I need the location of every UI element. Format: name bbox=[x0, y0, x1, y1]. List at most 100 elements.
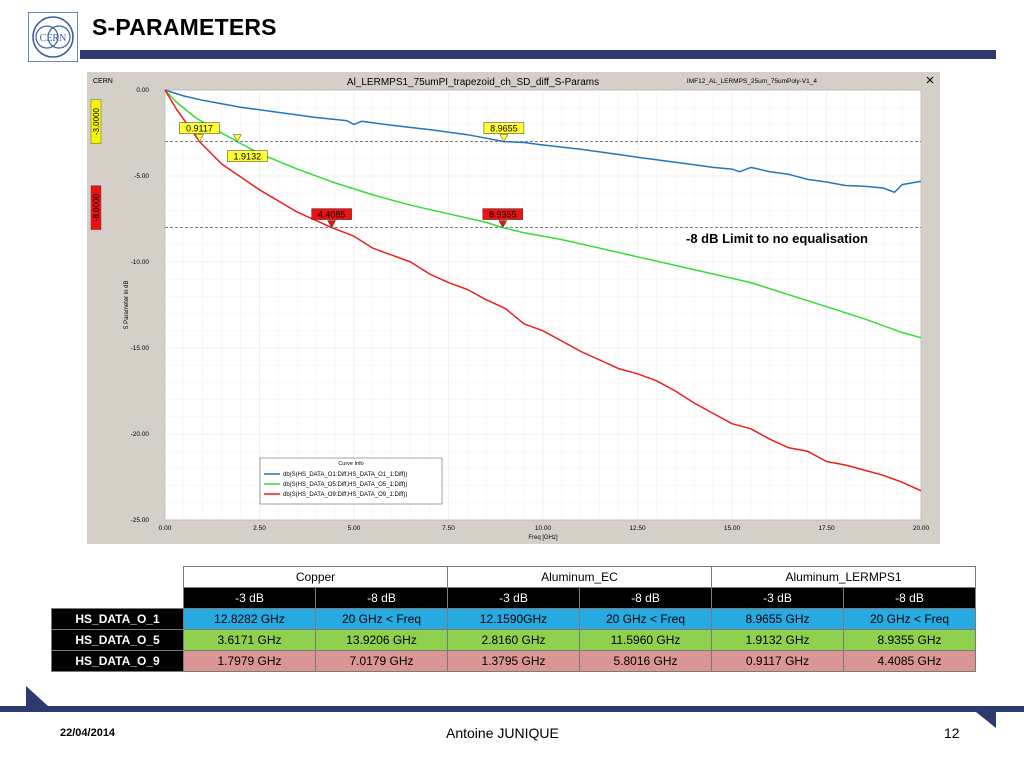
footer-accent-right bbox=[976, 712, 996, 728]
marker-label: 8.9355 bbox=[489, 210, 517, 220]
title-underline-bar bbox=[80, 50, 996, 59]
chart-corner-label: CERN bbox=[93, 78, 113, 85]
marker-label: 0.9117 bbox=[186, 124, 213, 134]
table-row: HS_DATA_O_1 12.8282 GHz 20 GHz < Freq 12… bbox=[51, 608, 976, 630]
chart-subtitle: IMF12_AL_LERMPS_25um_75umPoly-V1_4 bbox=[687, 78, 817, 85]
table-cell: 11.5960 GHz bbox=[579, 629, 712, 651]
reference-tag-label: -3.0000 bbox=[92, 107, 101, 135]
marker-arrow bbox=[499, 134, 509, 143]
marker-label: 1.9132 bbox=[234, 152, 262, 162]
x-tick-label: 10.00 bbox=[535, 525, 552, 532]
subheader: -3 dB bbox=[183, 587, 316, 609]
table-cell: 12.1590GHz bbox=[447, 608, 580, 630]
reference-tag-label: -8.0000 bbox=[92, 193, 101, 221]
y-tick-label: -5.00 bbox=[134, 173, 149, 180]
subheader: -8 dB bbox=[843, 587, 976, 609]
results-table: Copper Aluminum_EC Aluminum_LERMPS1 -3 d… bbox=[51, 566, 976, 672]
table-cell: 12.8282 GHz bbox=[183, 608, 316, 630]
marker-arrow bbox=[232, 134, 242, 143]
s-parameter-chart: CERN Al_LERMPS1_75umPI_trapezoid_ch_SD_d… bbox=[87, 72, 940, 544]
footer-accent-left bbox=[26, 686, 48, 706]
y-axis-label: S Parameter in dB bbox=[124, 280, 130, 329]
footer-author: Antoine JUNIQUE bbox=[446, 725, 559, 741]
row-label: HS_DATA_O_5 bbox=[51, 629, 184, 651]
table-cell: 20 GHz < Freq bbox=[315, 608, 448, 630]
legend-box bbox=[259, 457, 443, 505]
marker-label-box bbox=[179, 122, 220, 134]
series-line bbox=[164, 89, 922, 194]
legend-entry: db(S(HS_DATA_O1:Diff,HS_DATA_O1_1:Diff)) bbox=[283, 472, 407, 478]
x-tick-label: 17.50 bbox=[818, 525, 835, 532]
y-tick-label: 0.00 bbox=[136, 87, 149, 94]
table-subheader-row: -3 dB -8 dB -3 dB -8 dB -3 dB -8 dB bbox=[52, 587, 976, 609]
y-tick-label: -15.00 bbox=[131, 345, 150, 352]
reference-lines: -3.0000 -8.0000 bbox=[90, 99, 921, 230]
logo-text: CERN bbox=[40, 33, 67, 44]
table-cell: 8.9655 GHz bbox=[711, 608, 844, 630]
x-axis-label: Freq [GHz] bbox=[528, 535, 558, 541]
marker-label-box bbox=[482, 208, 524, 220]
legend-entry: db(S(HS_DATA_O5:Diff,HS_DATA_O5_1:Diff)) bbox=[283, 482, 407, 488]
table-corner-blank bbox=[52, 588, 184, 609]
legend-title: Curve Info bbox=[338, 461, 363, 467]
marker-arrow bbox=[195, 134, 204, 143]
table-row: HS_DATA_O_9 1.7979 GHz 7.0179 GHz 1.3795… bbox=[51, 650, 976, 672]
x-tick-label: 5.00 bbox=[348, 525, 361, 532]
marker-label-box bbox=[227, 150, 268, 162]
footer-date: 22/04/2014 bbox=[60, 727, 116, 739]
table-cell: 13.9206 GHz bbox=[315, 629, 448, 651]
reference-tag-box bbox=[90, 99, 102, 144]
y-tick-label: -20.00 bbox=[131, 431, 150, 438]
x-tick-label: 12.50 bbox=[629, 525, 646, 532]
legend-entry: db(S(HS_DATA_O9:Diff,HS_DATA_O9_1:Diff)) bbox=[283, 492, 407, 498]
x-tick-label: 2.50 bbox=[253, 525, 266, 532]
group-header-aluminum-ec: Aluminum_EC bbox=[447, 566, 712, 588]
x-tick-label: 7.50 bbox=[442, 525, 455, 532]
chart-close-icon[interactable] bbox=[926, 76, 934, 84]
y-tick-label: -25.00 bbox=[131, 517, 150, 524]
table-corner-blank bbox=[52, 567, 184, 588]
table-cell: 1.9132 GHz bbox=[711, 629, 844, 651]
table-cell: 5.8016 GHz bbox=[579, 650, 712, 672]
table-cell: 7.0179 GHz bbox=[315, 650, 448, 672]
subheader: -8 dB bbox=[315, 587, 448, 609]
table-row: HS_DATA_O_5 3.6171 GHz 13.9206 GHz 2.816… bbox=[51, 629, 976, 651]
x-tick-label: 0.00 bbox=[159, 525, 172, 532]
table-cell: 1.3795 GHz bbox=[447, 650, 580, 672]
cern-logo: CERN bbox=[28, 12, 78, 62]
markers: 0.9117 8.9655 1.9132 4.4085 8.9355 bbox=[179, 122, 525, 229]
chart-title: Al_LERMPS1_75umPI_trapezoid_ch_SD_diff_S… bbox=[347, 77, 599, 88]
table-group-header-row: Copper Aluminum_EC Aluminum_LERMPS1 bbox=[52, 566, 976, 588]
group-header-copper: Copper bbox=[183, 566, 448, 588]
x-tick-label: 15.00 bbox=[724, 525, 741, 532]
series-line bbox=[164, 89, 922, 492]
row-label: HS_DATA_O_1 bbox=[51, 608, 184, 630]
row-label: HS_DATA_O_9 bbox=[51, 650, 184, 672]
subheader: -3 dB bbox=[447, 587, 580, 609]
subheader: -8 dB bbox=[579, 587, 712, 609]
marker-arrow bbox=[498, 220, 508, 229]
tick-labels: 0.00 2.50 5.00 7.50 10.00 12.50 15.00 17.50 20.0… bbox=[131, 87, 930, 532]
page-number: 12 bbox=[944, 725, 960, 741]
x-tick-label: 20.00 bbox=[913, 525, 930, 532]
group-header-aluminum-lermps1: Aluminum_LERMPS1 bbox=[711, 566, 976, 588]
table-cell: 4.4085 GHz bbox=[843, 650, 976, 672]
table-cell: 20 GHz < Freq bbox=[843, 608, 976, 630]
y-tick-label: -10.00 bbox=[131, 259, 150, 266]
reference-tag-box bbox=[90, 185, 102, 230]
table-cell: 3.6171 GHz bbox=[183, 629, 316, 651]
table-cell: 1.7979 GHz bbox=[183, 650, 316, 672]
table-cell: 20 GHz < Freq bbox=[579, 608, 712, 630]
footer-bar bbox=[0, 706, 1024, 712]
marker-label: 4.4085 bbox=[318, 210, 346, 220]
subheader: -3 dB bbox=[711, 587, 844, 609]
slide-title: S-PARAMETERS bbox=[92, 14, 277, 40]
table-cell: 8.9355 GHz bbox=[843, 629, 976, 651]
table-cell: 2.8160 GHz bbox=[447, 629, 580, 651]
marker-label-box bbox=[483, 122, 525, 134]
legend: Curve Info db(S(HS_DATA_O1:Diff,HS_DATA_O… bbox=[259, 457, 443, 505]
marker-arrow bbox=[327, 220, 337, 229]
marker-label: 8.9655 bbox=[490, 124, 518, 134]
grid bbox=[164, 89, 922, 521]
